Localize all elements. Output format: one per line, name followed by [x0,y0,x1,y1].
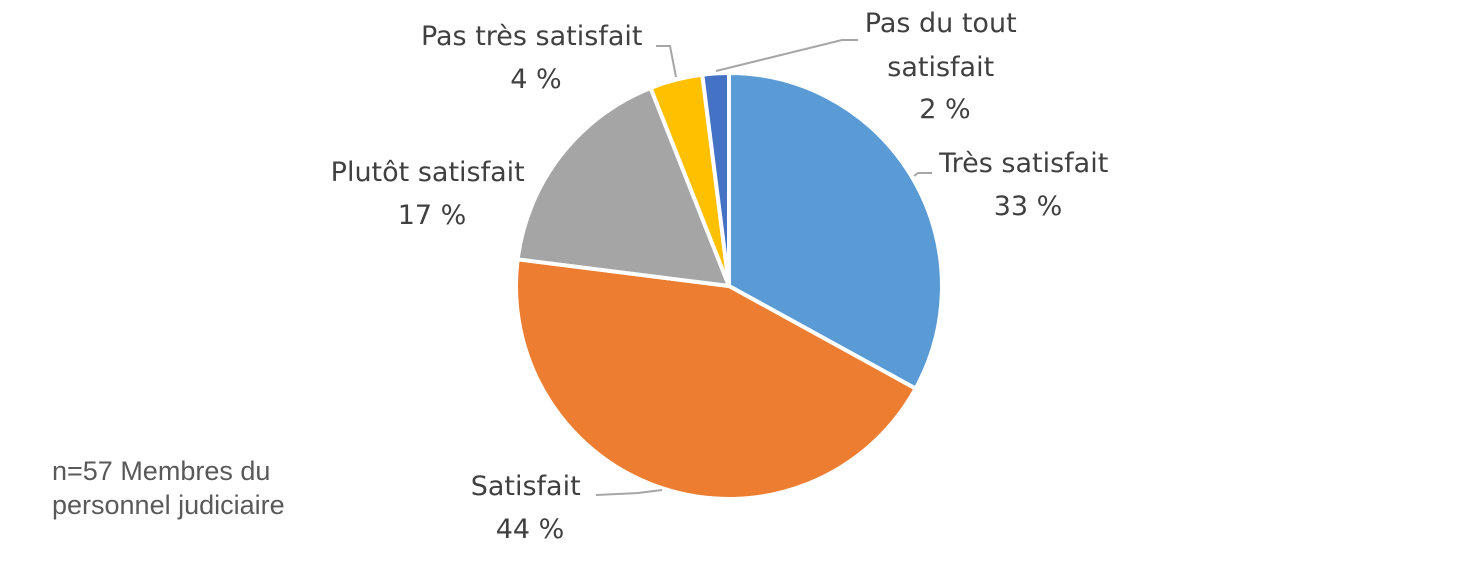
pie-slice-pas-du-tout-satisfait [700,71,731,288]
leader-line-satisfait [595,489,663,496]
label-plutot-satisfait: Plutôt satisfait 17 % [331,157,534,231]
sample-size-note: n=57 Membres du personnel judiciaire [52,454,285,522]
pie-slice-tres-satisfait [727,71,944,391]
label-tres-satisfait: Très satisfait 33 % [938,148,1117,222]
leader-line-pas-du-tout-satisfait [715,39,858,72]
label-satisfait: Satisfait 44 % [471,471,590,545]
label-pas-du-tout-satisfait: Pas du tout satisfait 2 % [865,8,1026,125]
sample-size-note-line2: personnel judiciaire [52,490,285,520]
sample-size-note-line1: n=57 Membres du [52,456,271,486]
pie-slice-plutot-satisfait [515,85,731,288]
pie-slice-satisfait [514,257,918,501]
leader-line-pas-tres-satisfait [656,45,677,78]
pie-slices [514,71,944,501]
leader-line-tres-satisfait [913,172,932,177]
label-pas-tres-satisfait: Pas très satisfait 4 % [421,21,651,95]
